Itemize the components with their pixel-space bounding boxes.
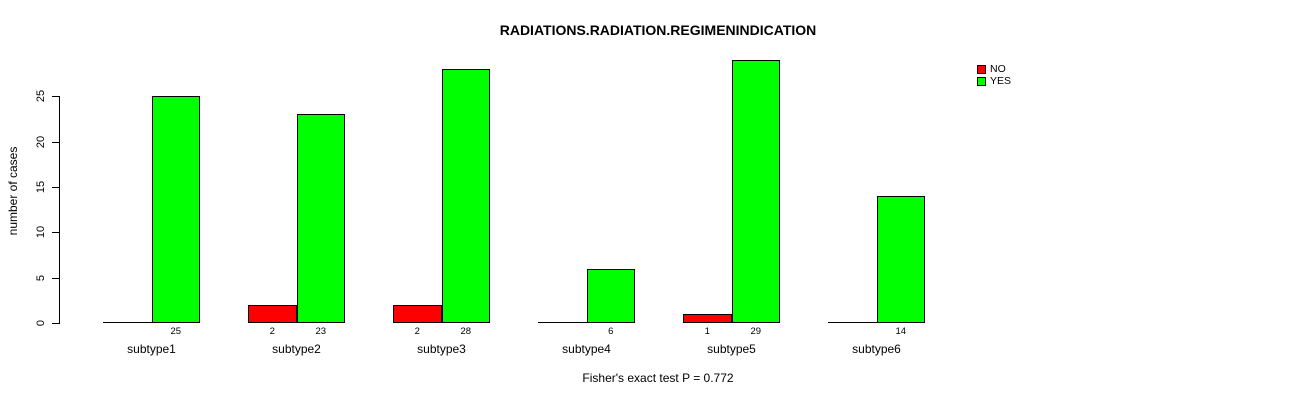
y-tick-label: 10: [35, 226, 47, 239]
y-tick-label: 25: [35, 90, 47, 103]
bar-yes-subtype6: [876, 196, 925, 323]
category-label-subtype6: subtype6: [852, 342, 901, 356]
bar-value-label: 29: [750, 326, 762, 337]
fisher-test-caption: Fisher's exact test P = 0.772: [582, 371, 734, 385]
bar-value-label: 2: [414, 326, 420, 337]
y-tick-mark: [52, 277, 59, 279]
y-tick-mark: [52, 323, 59, 324]
bar-yes-subtype2: [296, 114, 345, 323]
chart-title: RADIATIONS.RADIATION.REGIMENINDICATION: [499, 22, 817, 38]
bar-yes-subtype5: [731, 59, 780, 323]
bar-value-label: 14: [895, 326, 907, 337]
legend-label-yes: YES: [990, 75, 1012, 87]
y-tick-label: 0: [35, 319, 47, 327]
y-tick-mark: [52, 141, 59, 143]
y-tick-label: 5: [35, 274, 47, 281]
bar-value-label: 1: [704, 326, 710, 337]
category-label-subtype5: subtype5: [707, 342, 756, 356]
bar-no-subtype2: [248, 304, 297, 323]
legend-swatch-no: [977, 65, 986, 74]
category-label-subtype4: subtype4: [562, 342, 611, 356]
y-axis-line: [59, 96, 60, 324]
category-label-subtype2: subtype2: [272, 342, 321, 356]
legend-row-yes: YES: [977, 76, 1011, 87]
category-label-subtype3: subtype3: [417, 342, 466, 356]
legend-row-no: NO: [977, 64, 1011, 75]
category-label-subtype1: subtype1: [127, 342, 176, 356]
bar-no-subtype4-zero: [538, 322, 587, 323]
bar-value-label: 25: [170, 326, 182, 337]
legend: NO YES: [977, 64, 1011, 88]
y-tick-mark: [52, 232, 59, 234]
y-tick-label: 15: [35, 180, 47, 194]
bar-no-subtype6-zero: [828, 322, 877, 323]
bar-no-subtype5: [683, 313, 732, 323]
bar-value-label: 2: [269, 326, 275, 337]
bar-value-label: 23: [315, 326, 327, 337]
bar-yes-subtype1: [151, 96, 200, 323]
bar-value-label: 6: [608, 326, 614, 337]
bar-no-subtype3: [393, 304, 442, 323]
y-tick-label: 20: [35, 135, 47, 148]
y-tick-mark: [52, 96, 59, 98]
bar-value-label: 28: [460, 326, 472, 337]
bar-no-subtype1-zero: [103, 322, 152, 323]
legend-label-no: NO: [990, 63, 1006, 75]
legend-swatch-yes: [977, 77, 986, 86]
bar-yes-subtype3: [441, 69, 490, 323]
y-tick-mark: [52, 186, 59, 188]
bar-yes-subtype4: [586, 268, 635, 323]
